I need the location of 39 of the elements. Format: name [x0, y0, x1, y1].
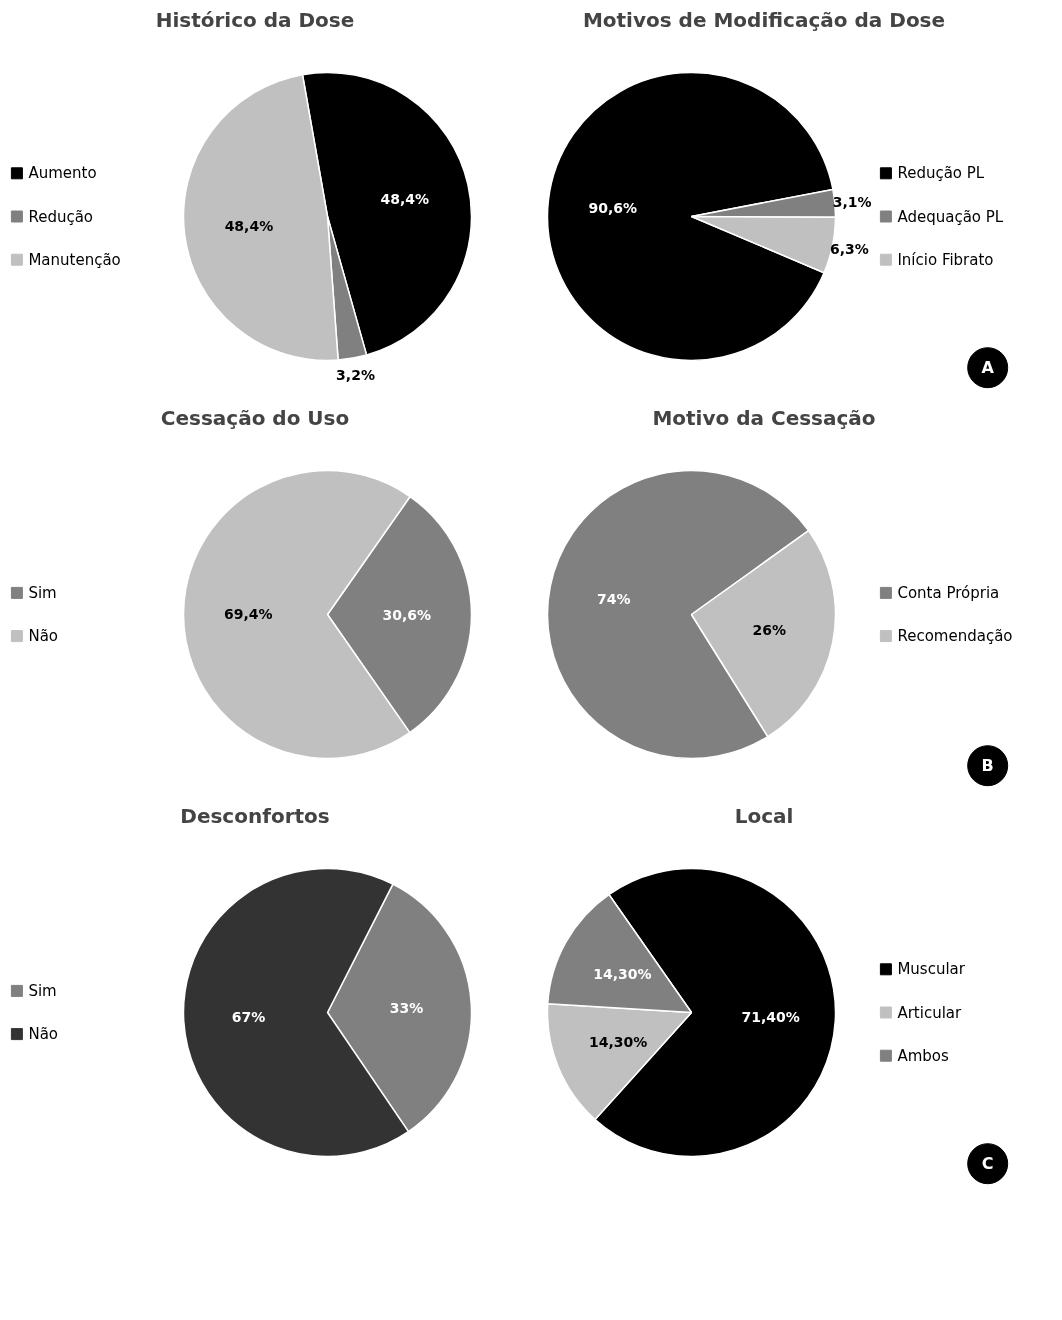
- data-label: 14,30%: [589, 1034, 648, 1051]
- data-label: 14,30%: [593, 965, 652, 982]
- text: A: [981, 358, 995, 378]
- legend-label: Conta Própria: [897, 583, 1000, 602]
- legend-label: Muscular: [897, 960, 966, 979]
- data-label: 3,1%: [832, 193, 872, 210]
- chart-title: Motivos de Modificação da Dose: [582, 7, 946, 32]
- legend-label: Manutenção: [28, 250, 121, 269]
- legend-label: Articular: [897, 1003, 963, 1022]
- data-label: 48,4%: [224, 218, 274, 235]
- data-label: 90,6%: [588, 200, 638, 217]
- chart-title: Local: [734, 803, 794, 828]
- data-label: 74%: [597, 591, 631, 608]
- chart-title: Cessação do Uso: [160, 405, 350, 430]
- legend-label: Sim: [28, 583, 57, 602]
- data-label: 6,3%: [830, 241, 869, 258]
- legend-label: Aumento: [28, 164, 97, 183]
- data-label: 71,40%: [741, 1009, 800, 1026]
- legend-label: Início Fibrato: [897, 250, 994, 269]
- legend-label: Não: [28, 1025, 59, 1044]
- data-label: 26%: [752, 621, 786, 638]
- data-label: 33%: [389, 999, 424, 1016]
- legend-label: Sim: [28, 981, 57, 1000]
- data-label: 48,4%: [380, 190, 429, 207]
- legend-label: Redução PL: [897, 164, 985, 183]
- legend-label: Adequação PL: [897, 207, 1004, 226]
- chart-title: Motivo da Cessação: [652, 405, 876, 430]
- chart-title: Desconfortos: [180, 803, 330, 828]
- chart-title: Histórico da Dose: [155, 7, 355, 32]
- legend-label: Redução: [28, 207, 94, 226]
- legend-label: Não: [28, 627, 59, 646]
- text: B: [981, 756, 994, 776]
- legend-label: Recomendação: [897, 627, 1013, 646]
- data-label: 3,2%: [336, 367, 375, 384]
- data-label: 67%: [231, 1009, 266, 1026]
- data-label: 69,4%: [224, 606, 273, 623]
- data-label: 30,6%: [382, 606, 431, 623]
- legend-label: Ambos: [897, 1046, 949, 1065]
- text: C: [981, 1154, 994, 1174]
